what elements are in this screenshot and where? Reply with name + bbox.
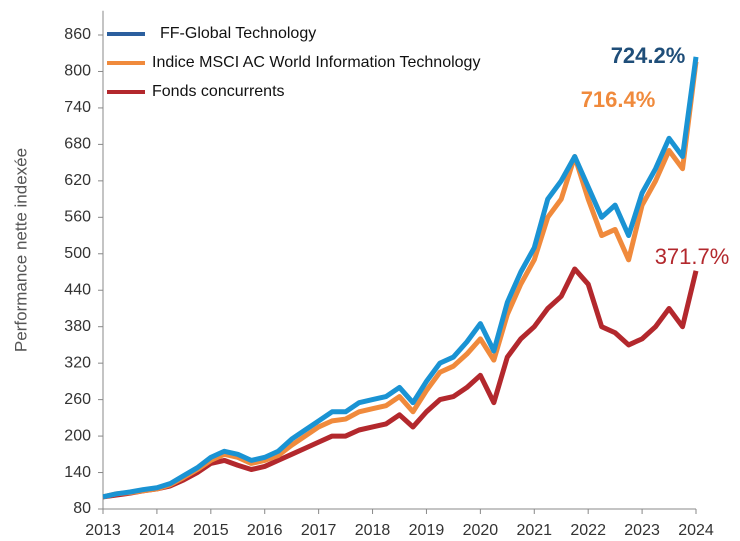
x-tick-label: 2019 <box>409 522 445 539</box>
legend-label: Indice MSCI AC World Information Technol… <box>152 54 480 71</box>
x-tick-label: 2021 <box>516 522 552 539</box>
legend-label: FF-Global Technology <box>160 25 316 42</box>
x-tick-label: 2013 <box>85 522 121 539</box>
y-tick-label: 380 <box>64 318 91 335</box>
y-axis-label: Performance nette indexée <box>11 148 30 352</box>
x-tick-label: 2024 <box>678 522 714 539</box>
x-tick-label: 2017 <box>301 522 337 539</box>
annotation: 716.4% <box>581 87 656 112</box>
y-tick-label: 500 <box>64 245 91 262</box>
y-tick-label: 860 <box>64 26 91 43</box>
y-tick-label: 140 <box>64 464 91 481</box>
y-tick-label: 740 <box>64 99 91 116</box>
annotation: 371.7% <box>655 244 730 269</box>
x-tick-label: 2014 <box>139 522 175 539</box>
y-tick-label: 320 <box>64 354 91 371</box>
x-tick-label: 2016 <box>247 522 283 539</box>
x-tick-label: 2018 <box>355 522 391 539</box>
x-tick-label: 2020 <box>463 522 499 539</box>
series-line <box>102 266 699 500</box>
x-tick-label: 2023 <box>624 522 660 539</box>
x-tick-label: 2015 <box>193 522 229 539</box>
y-tick-label: 200 <box>64 427 91 444</box>
y-tick-label: 680 <box>64 136 91 153</box>
annotation: 724.2% <box>611 43 686 68</box>
y-tick-label: 80 <box>73 500 91 517</box>
y-tick-label: 260 <box>64 391 91 408</box>
y-tick-label: 440 <box>64 281 91 298</box>
y-tick-label: 620 <box>64 172 91 189</box>
legend-label: Fonds concurrents <box>152 83 285 100</box>
x-tick-label: 2022 <box>570 522 606 539</box>
series-line <box>102 56 699 500</box>
y-tick-label: 800 <box>64 63 91 80</box>
y-tick-label: 560 <box>64 209 91 226</box>
series-line <box>102 61 699 500</box>
